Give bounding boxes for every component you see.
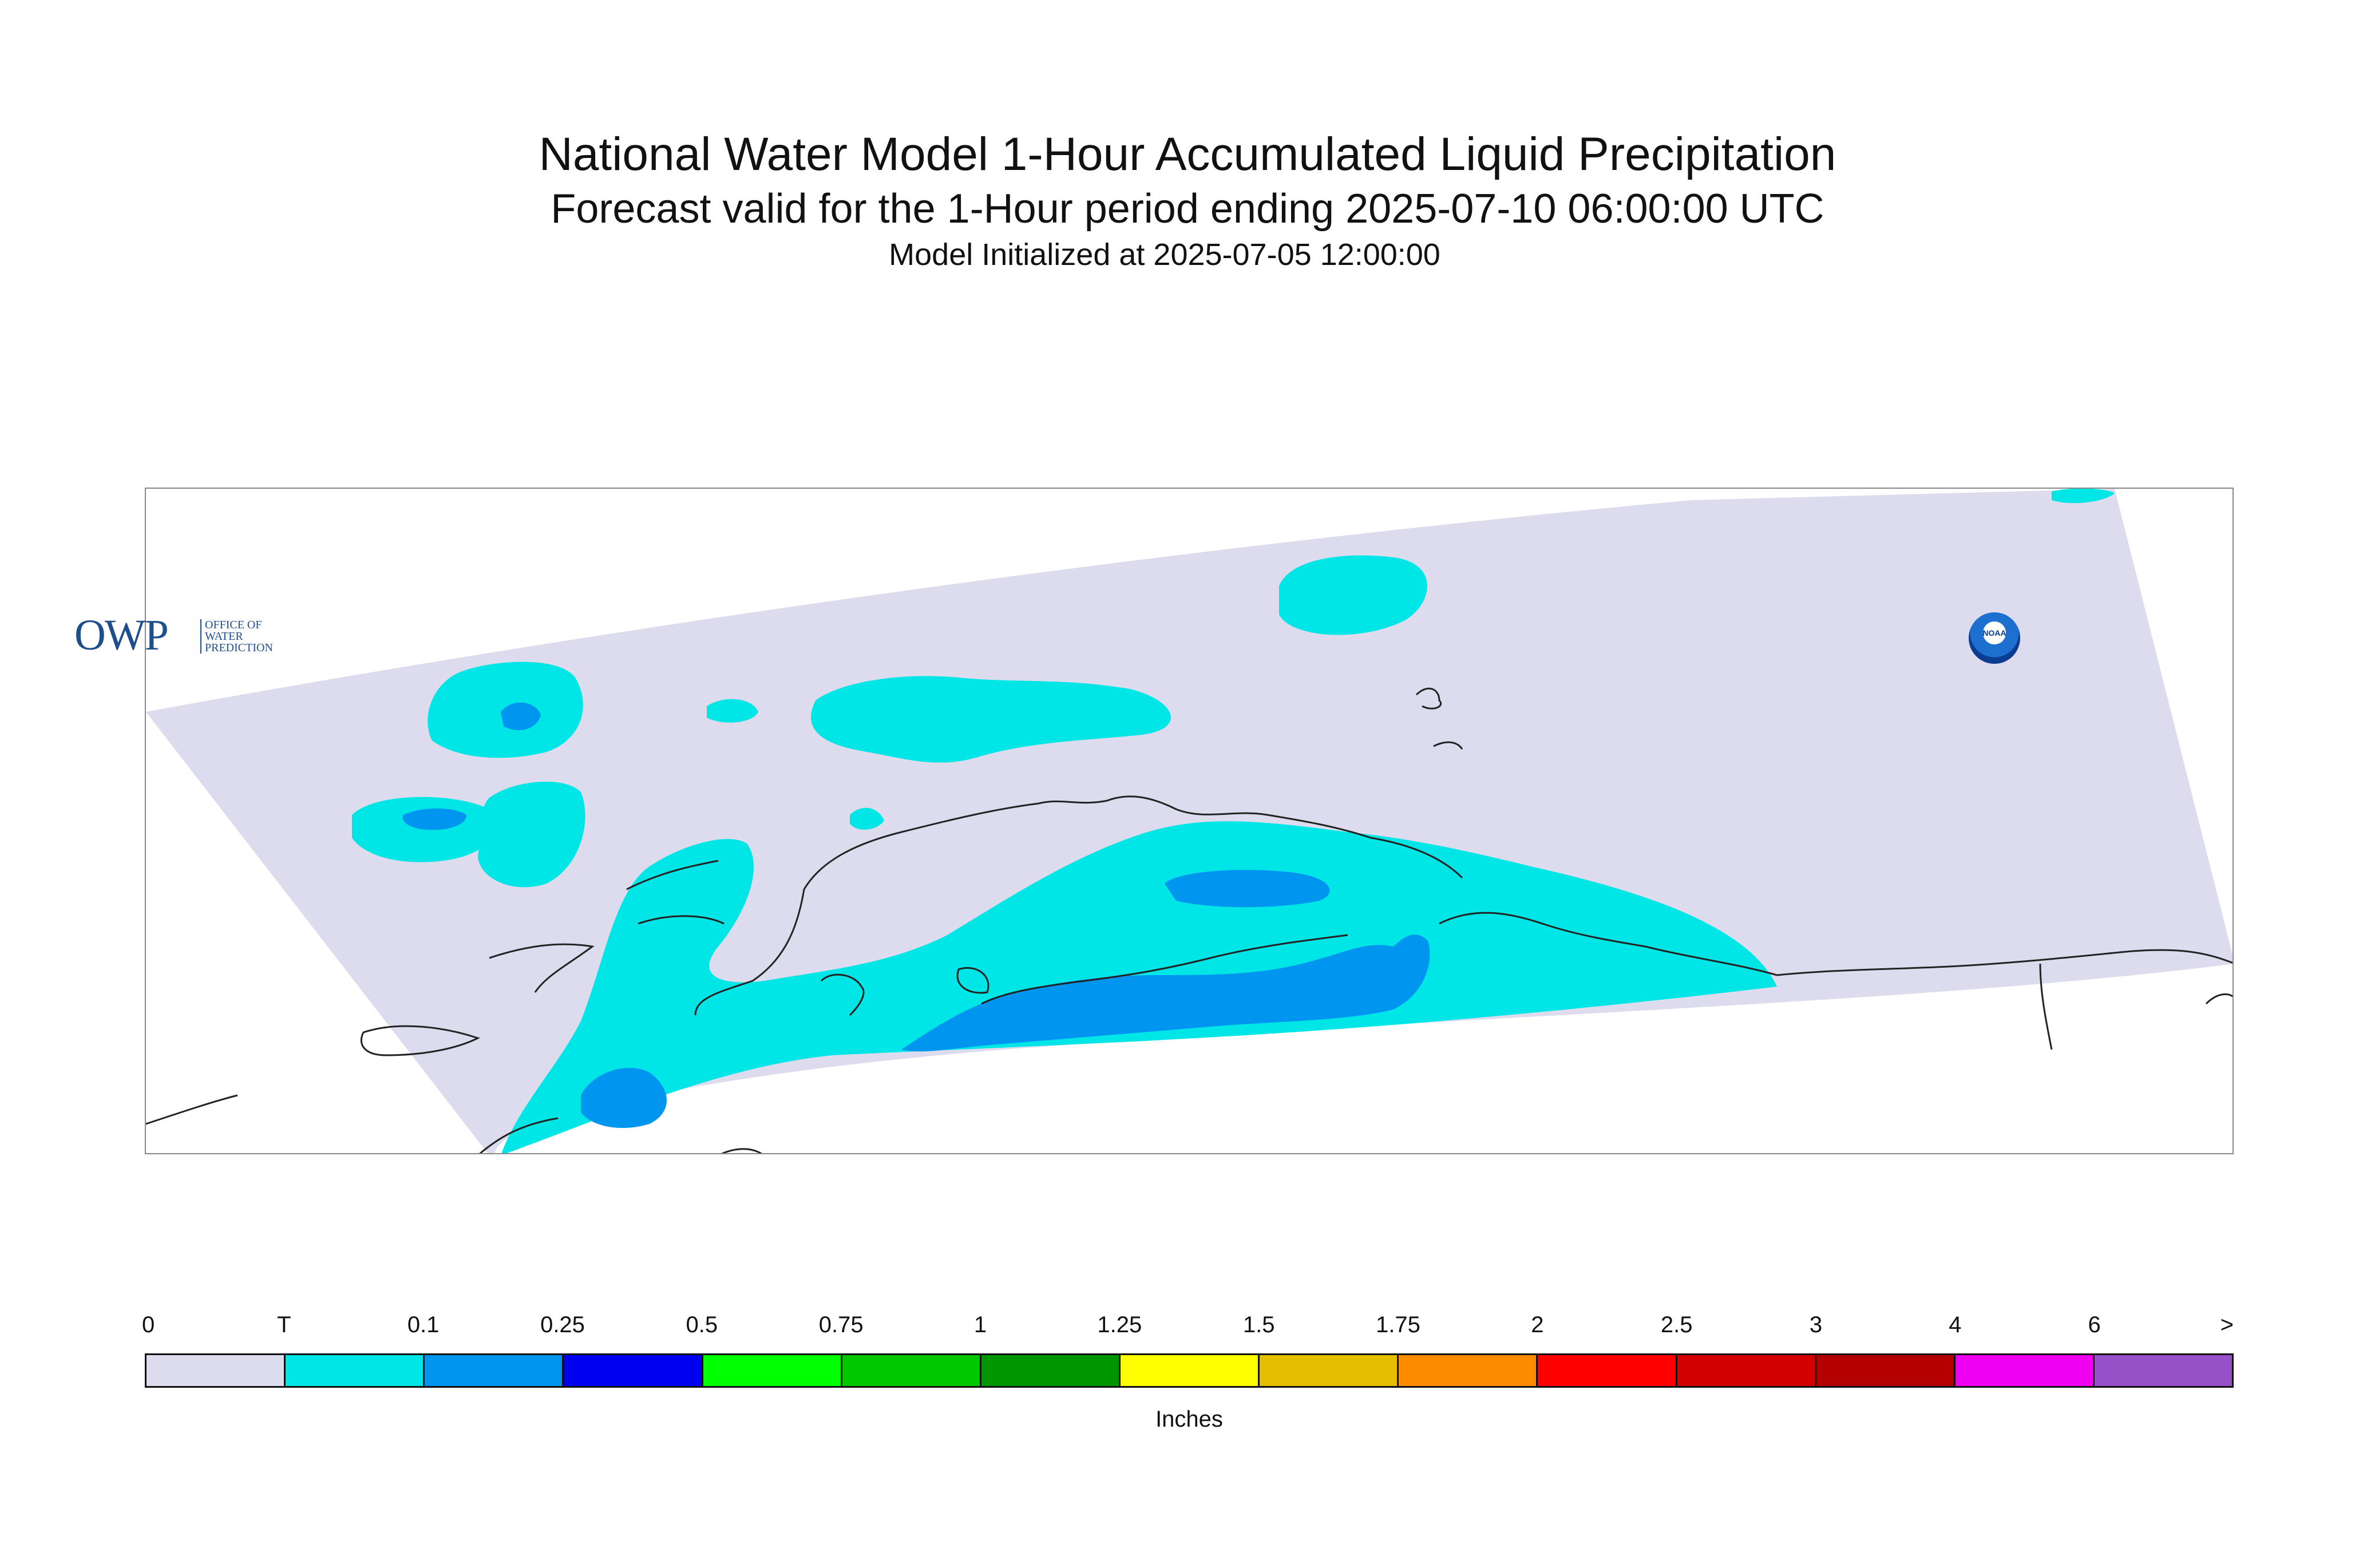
legend-swatch [1677, 1355, 1816, 1386]
chart-subtitle: Forecast valid for the 1-Hour period end… [551, 186, 1824, 232]
color-legend: 0 T 0.1 0.25 0.5 0.75 1 1.25 1.5 1.75 2 2.5 3 4 6 > Inc… [142, 1310, 2234, 1448]
coastlines [146, 687, 2232, 1153]
map-canvas [146, 489, 2232, 1153]
owp-logo-subtext: OFFICE OF WATER PREDICTION [200, 619, 302, 654]
legend-tick-labels: 0 T 0.1 0.25 0.5 0.75 1 1.25 1.5 1.75 2 2.5 3 4 6 > [142, 1310, 2234, 1345]
legend-swatch [286, 1355, 425, 1386]
legend-swatch [981, 1355, 1121, 1386]
legend-swatch [1538, 1355, 1677, 1386]
legend-swatch [1399, 1355, 1538, 1386]
legend-tick-label: 0 [142, 1312, 155, 1337]
owp-logo-text: OWP [74, 611, 169, 659]
legend-swatch [2094, 1355, 2232, 1386]
noaa-logo-icon: NOAA [1969, 612, 2020, 664]
legend-tick-label: 1.25 [1097, 1312, 1142, 1337]
legend-units-label: Inches [1155, 1407, 1223, 1432]
legend-tick-label: 0.75 [818, 1312, 864, 1337]
legend-swatch [147, 1355, 286, 1386]
legend-tick-label: 0.5 [686, 1312, 718, 1337]
legend-swatch [564, 1355, 703, 1386]
light-precip-areas [402, 702, 1430, 1129]
legend-swatch [1816, 1355, 1956, 1386]
owp-logo: OWP OFFICE OF WATER PREDICTION [74, 612, 292, 658]
legend-tick-label: 2 [1531, 1312, 1544, 1337]
legend-tick-label: 1.5 [1242, 1312, 1275, 1337]
precip-map [145, 488, 2234, 1154]
legend-swatch [842, 1355, 981, 1386]
noaa-logo-text: NOAA [1982, 628, 2006, 638]
legend-swatch [425, 1355, 564, 1386]
legend-tick-label: 3 [1809, 1312, 1823, 1337]
legend-tick-label: 1.75 [1376, 1312, 1420, 1337]
legend-tick-label: 1 [973, 1312, 987, 1337]
legend-tick-label: 4 [1949, 1312, 1962, 1337]
model-init-label: Model Initialized at 2025-07-05 12:00:00 [889, 237, 1440, 272]
legend-tick-label: T [277, 1312, 291, 1337]
legend-swatch [703, 1355, 842, 1386]
legend-tick-label: 0.25 [540, 1312, 585, 1337]
legend-swatch [1260, 1355, 1399, 1386]
legend-tick-label: 0.1 [407, 1312, 440, 1337]
legend-tick-label: > [2220, 1312, 2234, 1337]
legend-swatch [1955, 1355, 2095, 1386]
legend-tick-label: 6 [2088, 1312, 2101, 1337]
legend-swatch [1120, 1355, 1260, 1386]
legend-tick-label: 2.5 [1660, 1312, 1693, 1337]
legend-color-bar [145, 1353, 2234, 1388]
chart-title: National Water Model 1-Hour Accumulated … [539, 128, 1836, 180]
